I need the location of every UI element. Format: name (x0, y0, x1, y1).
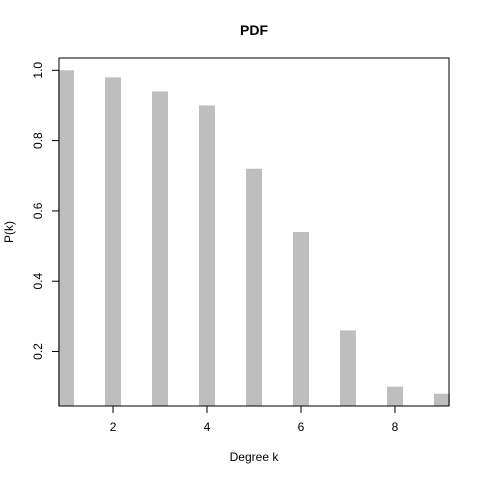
bar-k5 (246, 168, 262, 406)
bar-k7 (339, 330, 356, 406)
y-tick-label: 0.2 (31, 343, 45, 360)
y-axis: 0.2 0.4 0.6 0.8 1.0 (31, 62, 59, 360)
x-tick-label: 4 (204, 420, 211, 434)
bars-group (58, 70, 450, 407)
bar-k4 (199, 105, 216, 406)
chart-title: PDF (240, 22, 268, 38)
bar-k9 (433, 393, 450, 406)
x-tick-label: 6 (298, 420, 305, 434)
y-tick-label: 1.0 (31, 62, 45, 79)
x-axis-label: Degree k (230, 450, 280, 464)
bar-k6 (292, 232, 309, 406)
x-tick-label: 2 (110, 420, 117, 434)
plot-frame (58, 57, 450, 407)
y-axis-label: P(k) (2, 221, 16, 243)
bar-k1 (58, 70, 75, 407)
bar-k3 (152, 91, 169, 406)
y-tick-label: 0.8 (31, 132, 45, 149)
y-tick-label: 0.6 (31, 202, 45, 219)
x-axis: 2 4 6 8 (110, 406, 399, 434)
y-tick-label: 0.4 (31, 273, 45, 290)
bar-k2 (105, 77, 122, 406)
bar-k8 (386, 386, 403, 406)
x-tick-label: 8 (392, 420, 399, 434)
